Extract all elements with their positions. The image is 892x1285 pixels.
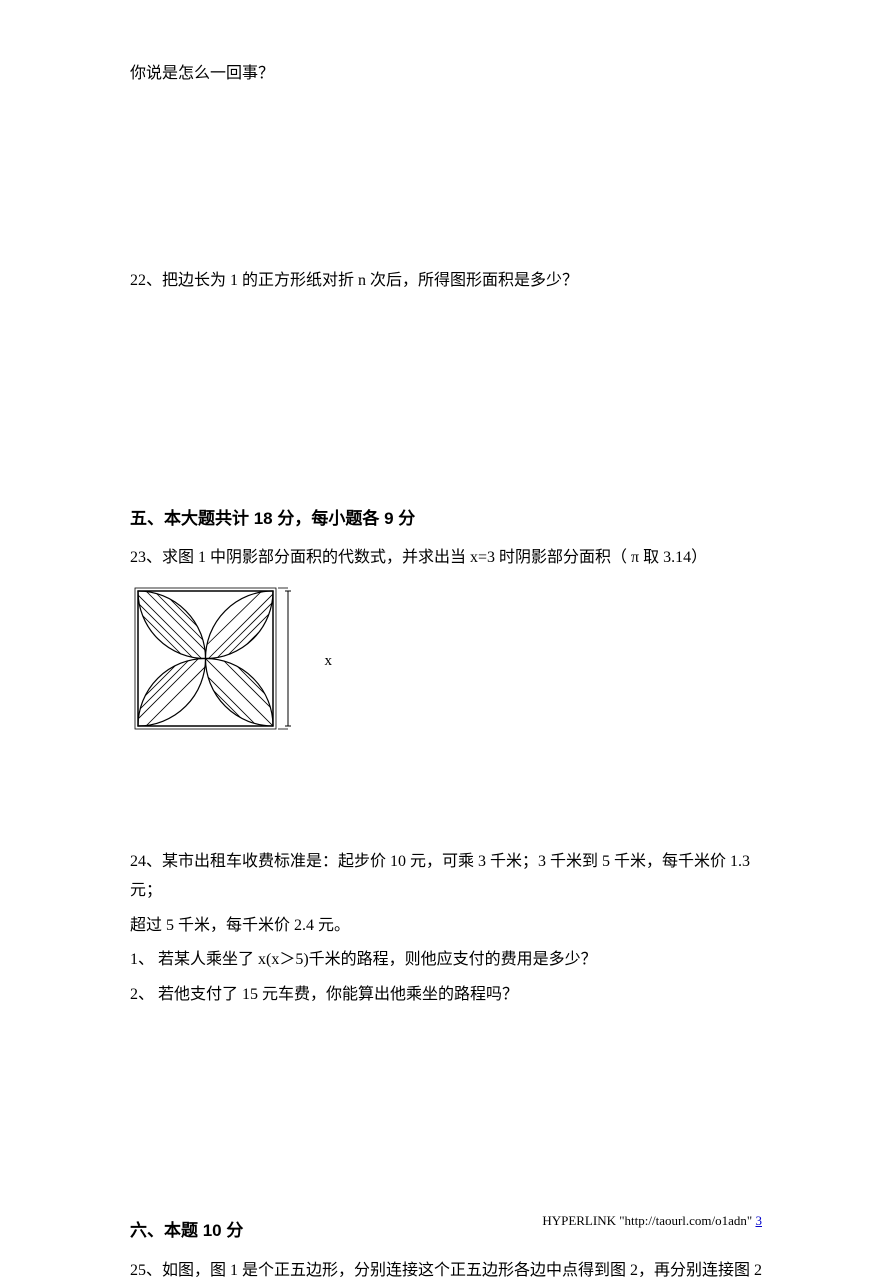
figure-x-label: x — [325, 648, 333, 675]
q21-trailing-text: 你说是怎么一回事？ — [130, 60, 762, 89]
answer-space-4 — [130, 1016, 762, 1216]
q22-text: 22、把边长为 1 的正方形纸对折 n 次后，所得图形面积是多少？ — [130, 267, 762, 296]
answer-space-2 — [130, 304, 762, 504]
page-footer: HYPERLINK "http://taourl.com/o1adn" 3 — [542, 1209, 762, 1232]
petal-diagram-svg — [130, 583, 305, 738]
answer-space-3 — [130, 748, 762, 848]
q25-text: 25、如图，图 1 是个正五边形，分别连接这个正五边形各边中点得到图 2，再分别… — [130, 1257, 762, 1285]
q24-sub2: 2、 若他支付了 15 元车费，你能算出他乘坐的路程吗？ — [130, 981, 762, 1010]
q24-sub1: 1、 若某人乘坐了 x(x＞5)千米的路程，则他应支付的费用是多少？ — [130, 946, 762, 975]
q24-line2: 超过 5 千米，每千米价 2.4 元。 — [130, 912, 762, 941]
page-number-link[interactable]: 3 — [756, 1213, 763, 1228]
q23-text: 23、求图 1 中阴影部分面积的代数式，并求出当 x=3 时阴影部分面积（ π … — [130, 544, 762, 573]
answer-space-1 — [130, 97, 762, 267]
hyperlink-text: HYPERLINK "http://taourl.com/o1adn" — [542, 1213, 755, 1228]
q24-line1: 24、某市出租车收费标准是：起步价 10 元，可乘 3 千米；3 千米到 5 千… — [130, 848, 762, 906]
section-5-heading: 五、本大题共计 18 分，每小题各 9 分 — [130, 504, 762, 535]
q23-figure: x — [130, 583, 310, 738]
